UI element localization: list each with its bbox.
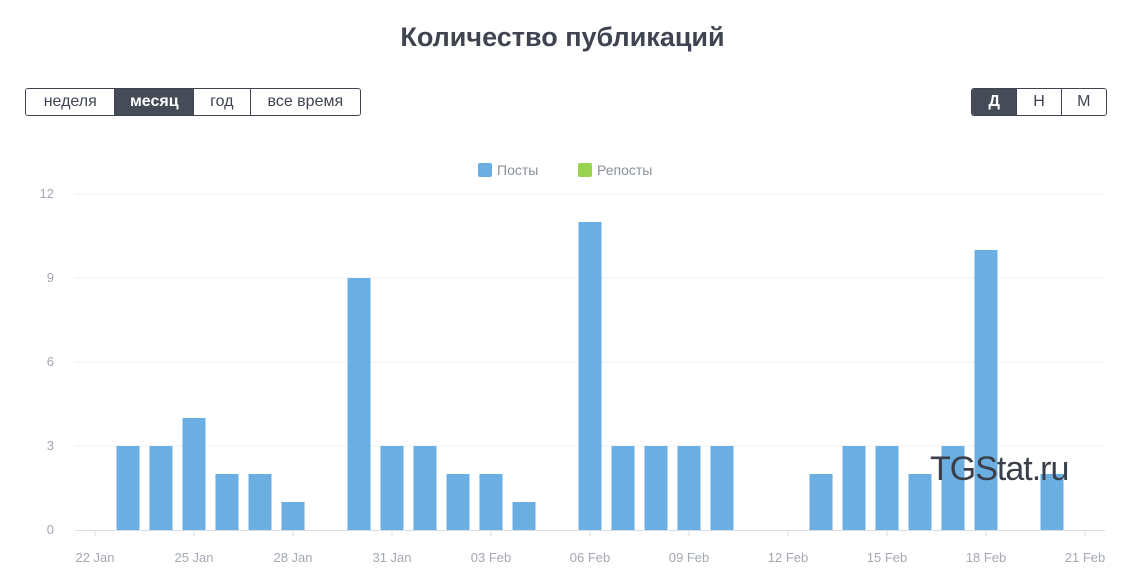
y-tick-label: 9 — [47, 270, 54, 285]
bar — [479, 474, 503, 530]
bar — [347, 278, 371, 530]
x-axis: 22 Jan 25 Jan 28 Jan 31 Jan 03 Feb 06 Feb 09 F… — [75, 530, 1105, 565]
page-title: Количество публикаций — [400, 22, 725, 52]
x-tick-label: 06 Feb — [570, 550, 610, 565]
period-month-button[interactable]: месяц — [114, 89, 193, 115]
x-tick-label: 22 Jan — [75, 550, 114, 565]
x-tick-label: 25 Jan — [174, 550, 213, 565]
granularity-week-button[interactable]: Н — [1016, 89, 1061, 115]
y-tick-label: 6 — [47, 354, 54, 369]
bar — [446, 474, 470, 530]
bar — [512, 502, 536, 530]
granularity-day-button[interactable]: Д — [972, 89, 1017, 115]
bar — [842, 446, 866, 530]
bar — [875, 446, 899, 530]
bar — [974, 250, 998, 530]
x-tick-label: 28 Jan — [273, 550, 312, 565]
x-tick-label: 03 Feb — [471, 550, 511, 565]
bar — [281, 502, 305, 530]
period-selector: неделя месяц год все время — [25, 88, 361, 116]
period-all-time-button[interactable]: все время — [249, 89, 360, 115]
legend-label: Посты — [497, 162, 538, 178]
watermark: TGStat.ru — [930, 450, 1069, 488]
y-axis: 0 3 6 9 12 — [40, 186, 54, 537]
bar — [809, 474, 833, 530]
x-tick-label: 15 Feb — [867, 550, 907, 565]
bars — [116, 222, 1064, 530]
bar — [215, 474, 239, 530]
legend-label: Репосты — [597, 162, 652, 178]
chart-legend: Посты Репосты — [478, 162, 652, 178]
granularity-selector: Д Н М — [971, 88, 1107, 116]
granularity-month-button[interactable]: М — [1060, 89, 1106, 115]
legend-swatch — [478, 163, 492, 177]
bar — [677, 446, 701, 530]
y-tick-label: 3 — [47, 438, 54, 453]
x-tick-label: 31 Jan — [372, 550, 411, 565]
legend-swatch — [578, 163, 592, 177]
bar — [710, 446, 734, 530]
bar — [116, 446, 140, 530]
bar — [149, 446, 173, 530]
bar — [380, 446, 404, 530]
y-tick-label: 12 — [40, 186, 54, 201]
period-week-button[interactable]: неделя — [26, 89, 115, 115]
bar — [1040, 474, 1064, 530]
bar — [908, 474, 932, 530]
y-tick-label: 0 — [47, 522, 54, 537]
bar — [413, 446, 437, 530]
bar — [644, 446, 668, 530]
bar — [182, 418, 206, 530]
bar — [611, 446, 635, 530]
bar — [941, 446, 965, 530]
x-tick-label: 21 Feb — [1065, 550, 1105, 565]
bar — [248, 474, 272, 530]
x-tick-label: 09 Feb — [669, 550, 709, 565]
x-tick-label: 12 Feb — [768, 550, 808, 565]
x-tick-label: 18 Feb — [966, 550, 1006, 565]
bar — [578, 222, 602, 530]
period-year-button[interactable]: год — [193, 89, 250, 115]
